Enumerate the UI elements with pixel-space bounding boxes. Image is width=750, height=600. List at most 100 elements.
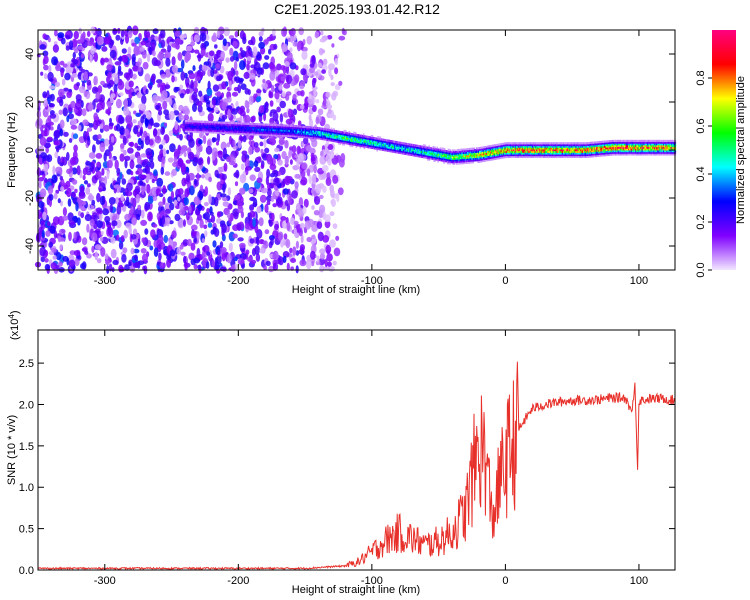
spectrogram-noise-blob [47, 221, 51, 227]
spectrogram-noise-blob [60, 37, 66, 45]
spectrogram-noise-blob [227, 70, 234, 81]
spectrogram-noise-blob [95, 152, 103, 159]
spectrogram-noise-blob [280, 239, 284, 248]
spectrogram-noise-blob [71, 192, 76, 198]
spectrogram-noise-blob [127, 30, 133, 39]
spectrogram-noise-blob [170, 190, 175, 201]
spectrogram-noise-blob [330, 74, 334, 81]
spectrogram-noise-blob [60, 200, 63, 207]
spectrogram-noise-blob [315, 116, 320, 125]
spectrogram-noise-blob [276, 106, 281, 113]
spectrogram-noise-blob [259, 141, 264, 147]
spectrogram-noise-blob [43, 99, 49, 107]
spectrogram-noise-blob [103, 57, 110, 63]
spectrogram-noise-blob [87, 135, 90, 142]
spectrogram-noise-blob [61, 78, 66, 86]
spectrogram-noise-blob [73, 231, 77, 241]
spectrogram-noise-blob [222, 183, 226, 194]
spectrogram-noise-blob [114, 61, 122, 66]
spectrogram-noise-blob [332, 174, 339, 184]
spectrogram-noise-blob [163, 109, 170, 116]
spectrogram-noise-blob [258, 36, 263, 42]
spectrogram-noise-blob [176, 67, 184, 73]
spectrogram-noise-blob [320, 30, 324, 36]
spectrogram-noise-blob [183, 197, 189, 206]
spectrogram-noise-blob [163, 122, 168, 127]
spectrogram-noise-blob [258, 217, 264, 227]
spectrogram-noise-blob [292, 108, 298, 116]
spectrogram-noise-blob [249, 73, 256, 80]
spectrogram-noise-blob [82, 174, 86, 181]
spectrogram-noise-blob [194, 76, 201, 82]
spectrogram-noise-blob [210, 67, 215, 78]
spectrogram-noise-blob [100, 57, 105, 66]
spectrogram-noise-blob [47, 185, 54, 195]
spectrogram-noise-blob [140, 248, 147, 254]
spectrogram-noise-blob [319, 248, 326, 255]
spectrogram-noise-blob [311, 138, 318, 148]
spectrogram-noise-blob [89, 218, 95, 227]
spectrogram-noise-blob [153, 169, 158, 177]
spectrogram-noise-blob [209, 211, 214, 216]
spectrogram-noise-blob [233, 211, 239, 220]
spectrogram-noise-blob [59, 119, 65, 129]
spectrogram-noise-blob [87, 183, 91, 188]
spectrogram-noise-blob [88, 152, 96, 159]
spectrogram-noise-blob [226, 212, 231, 219]
spectrogram-noise-blob [318, 194, 324, 200]
spectrogram-noise-blob [221, 252, 226, 262]
spectrogram-noise-blob [222, 201, 229, 207]
spectrogram-noise-blob [46, 154, 53, 163]
spectrogram-noise-blob [244, 99, 249, 109]
spectrogram-noise-blob [90, 45, 95, 55]
spectrogram-noise-blob [318, 75, 325, 81]
spectrogram-noise-blob [161, 139, 166, 146]
spectrogram-noise-blob [114, 159, 119, 170]
spectrogram-noise-blob [312, 104, 317, 113]
spectrogram-noise-blob [253, 93, 258, 99]
spectrogram-noise-blob [286, 74, 293, 85]
spectrogram-noise-blob [326, 253, 333, 262]
spectrogram-noise-blob [295, 250, 300, 256]
spectrogram-noise-blob [242, 36, 247, 45]
spectrogram-noise-blob [205, 145, 213, 155]
spectrogram-noise-blob [143, 159, 149, 164]
spectrogram-noise-blob [48, 193, 54, 201]
spectrogram-noise-blob [289, 47, 293, 53]
spectrogram-noise-blob [243, 71, 250, 80]
spectrogram-noise-blob [96, 36, 103, 46]
spectrogram-noise-blob [156, 128, 162, 136]
spectrogram-noise-blob [141, 253, 149, 262]
spectrogram-noise-blob [71, 179, 78, 185]
spectrogram-noise-blob [68, 220, 75, 226]
spectrogram-noise-blob [239, 187, 246, 195]
spectrogram-noise-blob [119, 171, 123, 180]
spectrogram-noise-blob [293, 34, 297, 41]
spectrogram-noise-blob [285, 91, 292, 96]
spectrogram-noise-blob [300, 90, 305, 97]
spectrogram-noise-blob [313, 210, 320, 216]
spectrogram-noise-blob [96, 161, 101, 168]
spectrogram-noise-blob [298, 27, 305, 36]
spectrogram-noise-blob [178, 188, 184, 196]
spectrogram-noise-blob [330, 153, 335, 159]
spectrogram-noise-blob [197, 214, 202, 221]
spectrogram-noise-blob [66, 151, 70, 161]
spectrogram-noise-blob [216, 30, 221, 39]
spectrogram-noise-blob [268, 90, 272, 98]
spectrogram-noise-blob [193, 257, 201, 264]
spectrogram-noise-blob [290, 258, 297, 263]
spectrogram-noise-blob [236, 224, 242, 231]
spectrogram-noise-blob [327, 158, 332, 166]
spectrogram-noise-blob [193, 26, 200, 36]
spectrogram-noise-blob [102, 208, 109, 216]
spectrogram-noise-blob [103, 124, 110, 132]
spectrogram-noise-blob [137, 260, 145, 266]
spectrogram-noise-blob [334, 67, 339, 75]
spectrogram-noise-blob [174, 30, 181, 37]
spectrogram-noise-blob [51, 56, 59, 66]
spectrogram-noise-blob [272, 203, 278, 208]
spectrogram-noise-blob [282, 188, 289, 195]
spectrogram-noise-blob [239, 60, 246, 71]
spectrogram-noise-blob [199, 218, 204, 229]
